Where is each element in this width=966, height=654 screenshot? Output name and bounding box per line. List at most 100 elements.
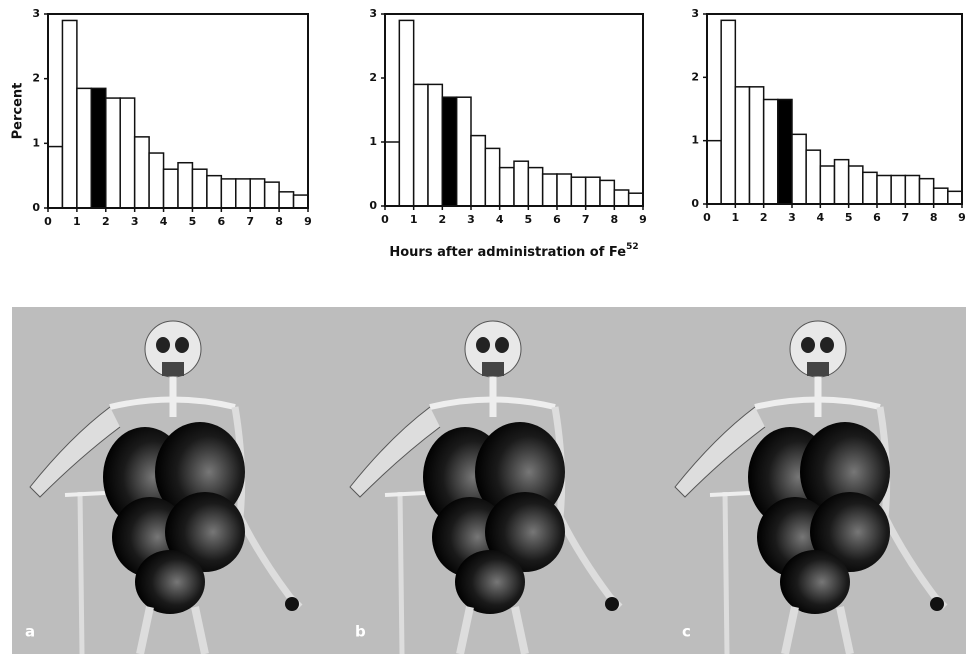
y-tick-label: 2 [691, 70, 699, 83]
x-tick-label: 9 [304, 215, 312, 228]
histogram-bar [441, 96, 458, 207]
histogram-bar [706, 139, 722, 205]
histogram-bar [162, 168, 179, 209]
histogram-bar [249, 178, 266, 209]
y-axis-label: Percent [11, 83, 26, 140]
histogram-bar [599, 179, 616, 207]
y-tick-label: 2 [369, 71, 377, 84]
x-tick-label: 6 [218, 215, 226, 228]
histogram-bar [748, 86, 765, 205]
histogram-bar [527, 166, 544, 207]
histogram-bar [191, 168, 208, 209]
plot-frame [47, 13, 309, 209]
y-tick-label: 3 [691, 7, 699, 20]
histogram-bar [119, 97, 136, 209]
x-tick-label: 1 [732, 211, 740, 224]
histogram-bar [61, 19, 78, 209]
histogram-bar [263, 181, 280, 209]
histogram-bar [890, 174, 907, 205]
histogram-bar [734, 86, 751, 205]
x-tick-label: 2 [760, 211, 768, 224]
y-tick-label: 3 [369, 7, 377, 20]
x-tick-label: 0 [703, 211, 711, 224]
x-tick-label: 0 [381, 213, 389, 226]
histogram-bar [47, 145, 64, 209]
x-tick-label: 3 [788, 211, 796, 224]
histogram-bar [847, 165, 864, 205]
x-tick-label: 4 [160, 215, 168, 228]
panel-label: b [355, 623, 366, 641]
histogram-bar [947, 190, 963, 205]
histogram-bar [791, 133, 807, 205]
histogram-bar [876, 174, 892, 205]
histogram-bar [133, 136, 150, 209]
panel-label: c [682, 623, 691, 641]
x-tick-label: 4 [496, 213, 504, 226]
y-tick-label: 1 [691, 134, 699, 147]
x-tick-label: 5 [845, 211, 853, 224]
panel-label: a [25, 623, 35, 641]
x-tick-label: 8 [611, 213, 619, 226]
y-tick-label: 3 [32, 7, 40, 20]
x-tick-label: 1 [73, 215, 81, 228]
histogram-bar [918, 177, 935, 205]
histogram-bar [427, 83, 444, 207]
histogram-bar [76, 87, 93, 209]
x-tick-label: 6 [873, 211, 881, 224]
x-tick-label: 9 [639, 213, 647, 226]
histogram-bar [805, 149, 822, 205]
x-axis-label-superscript: 52 [626, 242, 639, 252]
histogram-bar [220, 178, 237, 209]
y-tick-label: 0 [691, 197, 699, 210]
x-tick-label: 3 [467, 213, 475, 226]
y-tick-label: 0 [369, 199, 377, 212]
x-tick-label: 3 [131, 215, 139, 228]
x-tick-label: 2 [102, 215, 110, 228]
x-tick-label: 7 [246, 215, 254, 228]
y-tick-label: 0 [32, 201, 40, 214]
histogram-bar [412, 83, 429, 207]
x-axis-label: Hours after administration of Fe52 [389, 242, 638, 260]
histogram-bar [498, 166, 515, 207]
histogram-bar [398, 19, 415, 207]
x-tick-label: 8 [275, 215, 283, 228]
y-tick-label: 2 [32, 72, 40, 85]
histogram-bar [292, 194, 309, 209]
x-tick-label: 0 [44, 215, 52, 228]
x-tick-label: 5 [525, 213, 533, 226]
x-tick-label: 7 [902, 211, 910, 224]
histogram-bar [777, 98, 793, 205]
histogram-bar [570, 176, 587, 207]
histogram-bar [235, 178, 251, 209]
histogram-bar [384, 141, 401, 207]
histogram-bar [833, 158, 850, 205]
histogram-bar [627, 192, 644, 207]
histogram-bar [513, 160, 530, 207]
x-axis-label-text: Hours after administration of Fe [389, 245, 626, 260]
histogram-bar [932, 187, 949, 205]
histogram-bar [148, 152, 165, 209]
x-tick-label: 9 [958, 211, 966, 224]
histogram-bar [541, 173, 558, 207]
histogram-bar [470, 134, 487, 207]
histogram-bar [455, 96, 472, 207]
x-tick-label: 6 [553, 213, 561, 226]
y-tick-label: 1 [369, 135, 377, 148]
histogram-bar [105, 97, 121, 209]
y-tick-label: 1 [32, 136, 40, 149]
histogram-bar [584, 176, 601, 207]
histogram-bar [862, 171, 878, 205]
x-tick-label: 2 [439, 213, 447, 226]
histogram-bar [177, 161, 194, 209]
x-tick-label: 7 [582, 213, 590, 226]
histogram-bar [720, 19, 737, 205]
x-tick-label: 8 [930, 211, 938, 224]
histogram-bar [819, 165, 836, 205]
histogram-bar [613, 189, 630, 207]
histogram-bar [278, 191, 295, 209]
histogram-bar [206, 174, 223, 209]
histogram-bar [484, 147, 501, 207]
plot-frame [384, 13, 644, 207]
histogram-bar [762, 98, 779, 205]
